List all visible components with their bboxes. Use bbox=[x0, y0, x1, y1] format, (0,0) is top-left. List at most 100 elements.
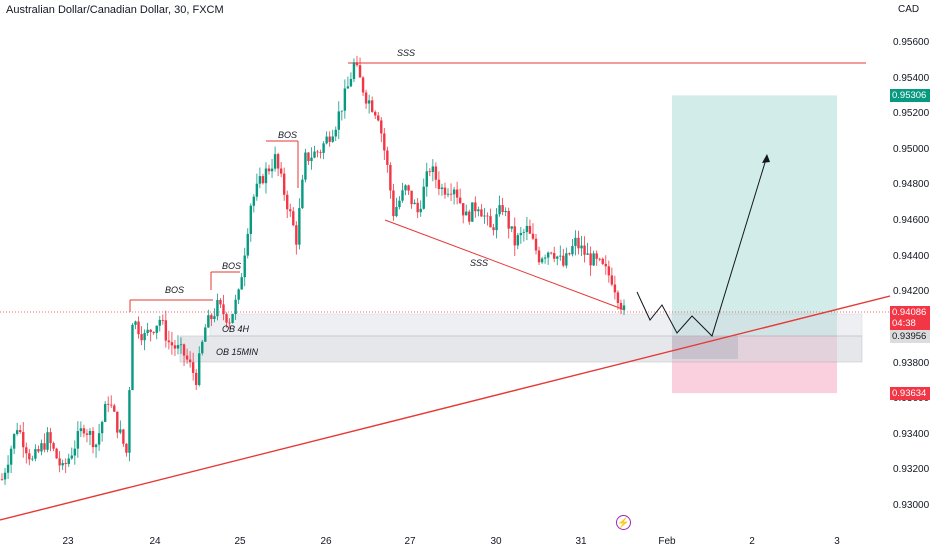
candle-body bbox=[471, 202, 474, 222]
candle-body bbox=[164, 320, 168, 341]
ob-overlap-zone bbox=[672, 336, 738, 359]
candle-body bbox=[553, 252, 556, 259]
candle-body bbox=[213, 316, 216, 320]
candle-body bbox=[55, 448, 58, 459]
candle-body bbox=[316, 151, 319, 153]
candle-body bbox=[22, 432, 25, 448]
x-tick-label: 3 bbox=[834, 536, 840, 547]
y-tick-label: 0.95400 bbox=[893, 72, 930, 84]
candle-body bbox=[267, 168, 271, 172]
candle-body bbox=[240, 277, 243, 290]
candle-body bbox=[367, 100, 371, 104]
candle-body bbox=[179, 344, 183, 346]
y-tick-label: 0.95200 bbox=[893, 108, 930, 120]
candle-body bbox=[622, 305, 626, 310]
x-tick-label: 23 bbox=[62, 536, 74, 547]
candle-body bbox=[486, 215, 489, 217]
candle-body bbox=[173, 345, 177, 349]
candle-body bbox=[143, 332, 146, 341]
candle-body bbox=[295, 225, 298, 245]
candle-body bbox=[574, 237, 577, 247]
candle-body bbox=[443, 187, 447, 195]
candle-body bbox=[492, 227, 495, 231]
candle-body bbox=[580, 245, 583, 249]
candle-body bbox=[537, 250, 541, 263]
candle-body bbox=[355, 62, 359, 66]
candle-body bbox=[119, 429, 122, 433]
bos-label-3: BOS bbox=[278, 130, 298, 140]
current-price-tag: 0.94086 04:38 bbox=[890, 306, 930, 330]
candle-body bbox=[328, 136, 331, 142]
candle-body bbox=[586, 253, 589, 255]
candle-body bbox=[252, 196, 256, 206]
candle-body bbox=[413, 202, 416, 205]
candle-body bbox=[601, 258, 604, 264]
candle-body bbox=[534, 238, 538, 251]
candle-body bbox=[589, 253, 592, 266]
lightning-icon[interactable]: ⚡ bbox=[616, 515, 631, 530]
candle-body bbox=[525, 225, 529, 233]
candle-body bbox=[483, 215, 486, 217]
candle-body bbox=[194, 372, 198, 385]
candle-body bbox=[73, 448, 77, 456]
candle-body bbox=[455, 189, 459, 198]
candle-body bbox=[556, 256, 559, 259]
sss-top-label: SSS bbox=[397, 48, 416, 58]
drawing-layer bbox=[0, 62, 891, 521]
candle-body bbox=[3, 472, 7, 480]
candle-body bbox=[610, 275, 614, 285]
candle-body bbox=[528, 225, 532, 234]
candle-body bbox=[592, 253, 595, 266]
candle-body bbox=[519, 232, 523, 236]
candle-body bbox=[571, 246, 574, 255]
y-tick-label: 0.94200 bbox=[893, 286, 930, 298]
candle-body bbox=[440, 187, 444, 189]
candle-body bbox=[549, 252, 553, 254]
candle-body bbox=[495, 214, 498, 231]
candle-body bbox=[568, 253, 571, 255]
candle-body bbox=[419, 208, 422, 213]
ob-4h-zone bbox=[209, 313, 863, 337]
y-tick-label: 0.94600 bbox=[893, 215, 930, 227]
candle-body bbox=[122, 429, 125, 444]
candle-body bbox=[128, 390, 131, 453]
candle-body bbox=[246, 233, 249, 256]
candle-body bbox=[461, 203, 465, 216]
candle-body bbox=[249, 205, 252, 234]
candle-body bbox=[276, 154, 280, 169]
candle-body bbox=[191, 362, 195, 373]
candle-body bbox=[94, 444, 98, 448]
candle-body bbox=[204, 327, 207, 342]
candle-body bbox=[410, 190, 413, 205]
candle-body bbox=[225, 314, 228, 323]
candle-body bbox=[161, 319, 165, 321]
candle-body bbox=[477, 209, 480, 212]
candle-body bbox=[46, 432, 49, 450]
candle-body bbox=[559, 255, 562, 257]
candle-body bbox=[565, 253, 568, 266]
candle-body bbox=[325, 136, 328, 144]
candle-body bbox=[562, 255, 565, 266]
candle-body bbox=[97, 433, 101, 445]
candle-body bbox=[100, 421, 104, 434]
x-tick-label: 26 bbox=[320, 536, 332, 547]
candle-body bbox=[489, 216, 492, 228]
y-tick-label: 0.94400 bbox=[893, 250, 930, 262]
candle-body bbox=[103, 403, 107, 422]
candle-body bbox=[34, 449, 37, 459]
candle-body bbox=[61, 463, 64, 466]
ob-15min-zone bbox=[179, 335, 863, 363]
y-tick-label: 0.93200 bbox=[893, 464, 930, 476]
candle-body bbox=[595, 253, 598, 259]
candle-body bbox=[289, 209, 292, 212]
candle-body bbox=[52, 443, 55, 449]
candle-body bbox=[49, 432, 52, 444]
candle-body bbox=[598, 258, 601, 260]
candle-body bbox=[531, 233, 535, 239]
trend-line bbox=[0, 295, 891, 521]
candle-body bbox=[343, 88, 347, 111]
candle-body bbox=[516, 235, 520, 246]
y-tick-label: 0.94800 bbox=[893, 179, 930, 191]
candle-body bbox=[446, 193, 450, 195]
